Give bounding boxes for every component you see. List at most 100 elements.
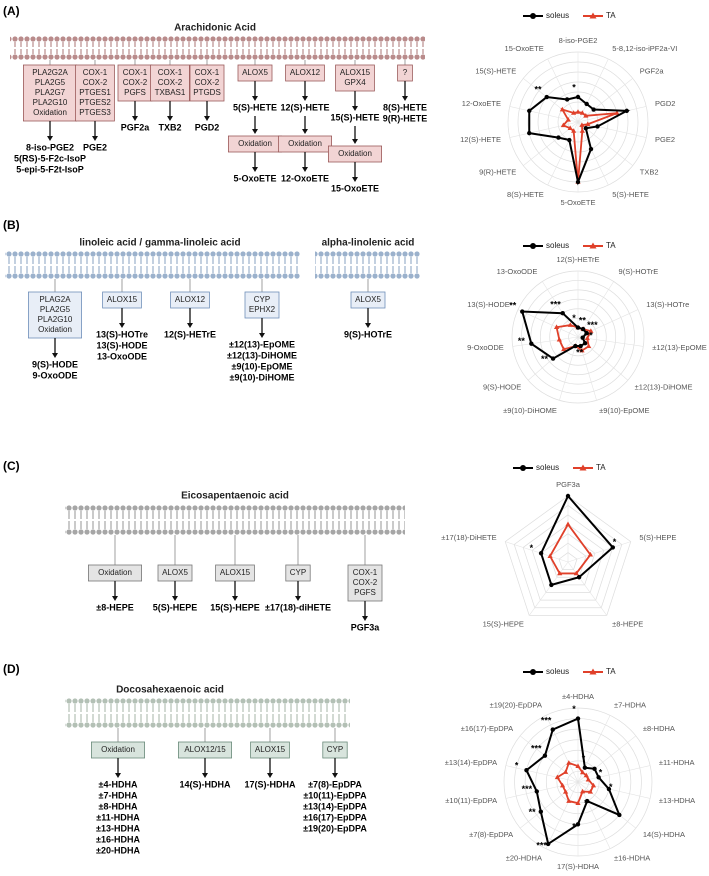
enzyme-label: ALOX12 — [290, 68, 321, 77]
point — [550, 727, 555, 732]
axis-label: 5-8,12-iso-iPF2a-VI — [612, 44, 677, 53]
spoke — [523, 78, 579, 123]
product: 5(S)-HETE — [233, 102, 277, 112]
spoke — [545, 781, 579, 849]
enzyme-box — [244, 291, 280, 319]
enzyme-label: ? — [403, 68, 408, 77]
point — [584, 330, 589, 336]
point — [520, 309, 525, 314]
product: ±9(10)-DiHOME — [230, 372, 295, 382]
point — [578, 343, 583, 349]
axis-label: PGD2 — [655, 99, 675, 108]
enzyme-label: PLAG2A — [39, 295, 71, 304]
significance: *** — [541, 716, 552, 726]
point — [560, 122, 566, 128]
membrane-title: alpha-linolenic acid — [322, 238, 415, 249]
point — [587, 551, 594, 557]
significance: * — [572, 313, 576, 323]
enzyme-label: ALOX15 — [340, 68, 371, 77]
product: ±17(18)-diHETE — [265, 602, 331, 612]
enzyme-label: Oxidation — [98, 568, 132, 577]
arrow-head — [115, 773, 121, 778]
point — [585, 776, 591, 782]
point — [556, 135, 561, 140]
axis-label: ±12(13)-DiHOME — [635, 382, 693, 391]
legend-marker — [589, 12, 597, 19]
point — [547, 553, 553, 558]
point — [587, 789, 593, 794]
product: 15(S)-HEPE — [210, 602, 260, 612]
arrow-head — [252, 129, 258, 134]
point — [588, 328, 594, 333]
point — [575, 109, 581, 114]
point — [534, 789, 539, 794]
point — [617, 812, 622, 818]
product: ±10(11)-EpDPA — [303, 790, 367, 800]
arrow-head — [332, 773, 338, 778]
point — [583, 112, 589, 118]
enzyme-label: PLA2G5 — [40, 305, 71, 314]
legend-text: TA — [606, 11, 616, 20]
spoke — [509, 106, 579, 123]
arrow-head — [119, 323, 125, 328]
product: PGF3a — [351, 622, 381, 632]
point — [579, 110, 585, 115]
arrow-head — [167, 116, 173, 121]
point — [596, 775, 601, 780]
grid-ring — [513, 504, 623, 609]
enzyme-label: ALOX15 — [107, 295, 138, 304]
grid-ring — [549, 542, 587, 578]
enzyme-label: GPX4 — [344, 78, 366, 87]
legend-marker — [530, 669, 536, 675]
significance: *** — [550, 300, 561, 310]
point — [550, 356, 556, 361]
significance: * — [572, 822, 576, 832]
product: 8-iso-PGE2 — [26, 142, 74, 152]
product: 8(S)-HETE — [383, 102, 427, 112]
product: 15(S)-HETE — [330, 112, 379, 122]
point — [544, 94, 549, 100]
spoke — [512, 336, 579, 347]
axis-label: ±9(10)-DiHOME — [503, 406, 557, 415]
spoke — [519, 735, 579, 783]
axis-label: ±12(13)-EpOME — [652, 343, 707, 352]
spoke — [542, 281, 579, 338]
significance: ** — [529, 807, 537, 817]
arrow-head — [259, 333, 265, 338]
spoke — [577, 735, 637, 783]
point — [579, 788, 586, 794]
axis-label: ±8-HDHA — [643, 724, 675, 733]
axis-label: TXB2 — [640, 167, 659, 176]
significance: * — [609, 782, 613, 792]
axis-label: ±17(18)-DiHETE — [441, 533, 496, 542]
membrane-title: Docosahexaenoic acid — [116, 685, 224, 696]
product: 5-epi-5-F2t-IsoP — [16, 164, 84, 174]
product: 13(S)-HOTre — [96, 329, 148, 339]
spoke — [505, 765, 579, 783]
axis-label: 12(S)-HETE — [460, 135, 501, 144]
significance: * — [572, 704, 576, 714]
point — [614, 110, 620, 115]
point — [575, 325, 581, 330]
axis-label: 9-OxoODE — [467, 343, 504, 352]
enzyme-box — [150, 64, 190, 102]
point — [538, 809, 544, 814]
product: ±7-HDHA — [99, 790, 138, 800]
point — [579, 122, 585, 127]
membrane-title: Arachidonic Acid — [174, 23, 256, 34]
arrow-head — [352, 139, 358, 144]
axis-label: PGF3a — [556, 480, 581, 489]
product: 12(S)-HETE — [280, 102, 329, 112]
arrow-head — [232, 596, 238, 601]
axis-label: ±20-HDHA — [506, 854, 542, 863]
point — [566, 798, 572, 803]
membrane — [315, 251, 420, 279]
enzyme-label: COX-2 — [195, 78, 220, 87]
significance: ** — [579, 315, 587, 325]
arrow-head — [47, 136, 53, 141]
product: ±16(17)-EpDPA — [303, 812, 367, 822]
product: ±20-HDHA — [96, 845, 140, 855]
enzyme-label: Oxidation — [238, 139, 272, 148]
point — [538, 551, 544, 556]
point — [527, 108, 532, 114]
